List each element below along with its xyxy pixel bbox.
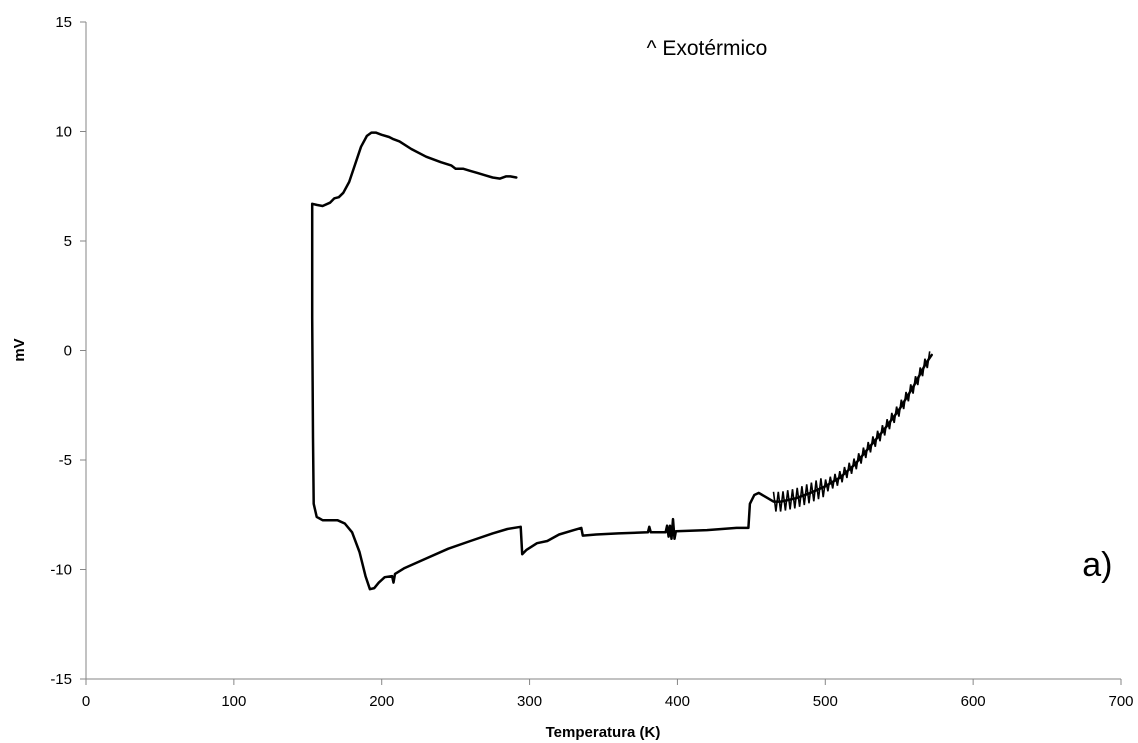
tick-labels: -15 -10 -5 0 5 10 15 0 100 200 300 400 500 600 700 bbox=[50, 14, 1133, 710]
x-tick-label: 200 bbox=[369, 693, 394, 710]
series-line bbox=[310, 131, 933, 591]
y-tick-label: 0 bbox=[64, 343, 72, 360]
panel-label-a: a) bbox=[1082, 546, 1112, 584]
x-tick-label: 0 bbox=[82, 693, 90, 710]
y-tick-label: 10 bbox=[55, 124, 72, 141]
y-tick-label: -5 bbox=[59, 452, 72, 469]
annotations: ^ Exotérmico a) bbox=[647, 37, 1113, 584]
y-tick-label: 5 bbox=[64, 233, 72, 250]
exotermico-annotation: ^ Exotérmico bbox=[647, 37, 768, 60]
y-tick-label: -10 bbox=[50, 562, 72, 579]
x-tick-label: 300 bbox=[517, 693, 542, 710]
x-axis-title: Temperatura (K) bbox=[546, 724, 661, 741]
series-group bbox=[310, 131, 933, 591]
series-noise bbox=[772, 351, 931, 512]
x-tick-label: 700 bbox=[1108, 693, 1133, 710]
axes bbox=[80, 21, 1122, 685]
x-tick-label: 400 bbox=[665, 693, 690, 710]
y-axis-title: mV bbox=[11, 338, 28, 361]
y-tick-label: 15 bbox=[55, 14, 72, 31]
y-tick-label: -15 bbox=[50, 671, 72, 688]
x-tick-label: 600 bbox=[961, 693, 986, 710]
x-tick-label: 100 bbox=[221, 693, 246, 710]
x-tick-label: 500 bbox=[813, 693, 838, 710]
